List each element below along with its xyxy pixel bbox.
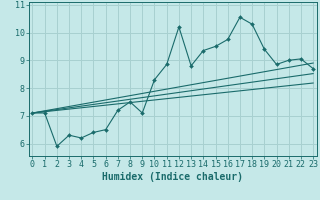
X-axis label: Humidex (Indice chaleur): Humidex (Indice chaleur) <box>102 172 243 182</box>
